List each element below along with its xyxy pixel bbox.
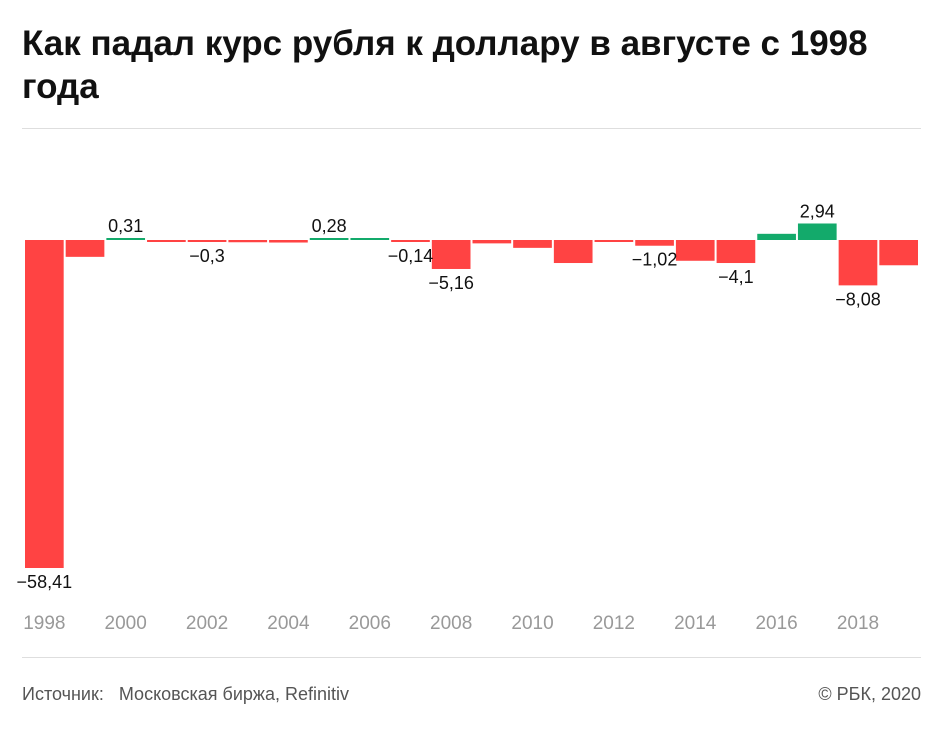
x-tick-2016: 2016 — [755, 613, 797, 634]
bar-1999 — [65, 240, 105, 257]
top-divider — [22, 128, 921, 129]
bar-2014 — [675, 240, 715, 261]
bottom-divider — [22, 657, 921, 658]
data-label-2013: −1,02 — [632, 250, 678, 270]
bar-2018 — [838, 240, 878, 286]
bar-2011 — [553, 240, 593, 264]
chart-title: Как падал курс рубля к доллару в августе… — [22, 24, 868, 106]
bar-2006 — [350, 238, 390, 240]
x-tick-2006: 2006 — [349, 613, 391, 634]
x-tick-1998: 1998 — [23, 613, 65, 634]
data-label-2008: −5,16 — [428, 273, 474, 293]
bar-2010 — [513, 240, 552, 248]
bar-2017 — [797, 223, 837, 240]
data-label-2007: −0,14 — [388, 246, 434, 266]
bar-2016 — [757, 233, 796, 240]
data-label-2018: −8,08 — [835, 289, 881, 309]
data-label-2000: 0,31 — [108, 216, 143, 236]
source-label: Источник: — [22, 684, 104, 704]
data-label-2015: −4,1 — [718, 267, 754, 287]
bar-2007 — [391, 240, 430, 242]
x-tick-2008: 2008 — [430, 613, 472, 634]
bar-2013 — [635, 240, 674, 246]
bar-2012 — [594, 240, 634, 242]
x-ticks-group: 1998 2000 2002 2004 2006 2008 2010 2012 2014 2016… — [23, 613, 879, 634]
data-label-2002: −0,3 — [189, 246, 225, 266]
x-tick-2004: 2004 — [267, 613, 310, 634]
bar-2015 — [716, 240, 756, 264]
copyright: © РБК, 2020 — [818, 684, 921, 704]
x-tick-2010: 2010 — [511, 613, 553, 634]
bar-2008 — [431, 240, 471, 269]
bar-2019 — [879, 240, 918, 266]
x-tick-2012: 2012 — [593, 613, 635, 634]
source-note: Источник: Московская биржа, Refinitiv — [22, 684, 349, 705]
data-label-1998: −58,41 — [17, 572, 73, 592]
bar-2002 — [187, 240, 227, 242]
bar-2000 — [106, 238, 146, 240]
x-tick-2018: 2018 — [837, 613, 879, 634]
x-tick-2014: 2014 — [674, 613, 717, 634]
data-label-2005: 0,28 — [312, 216, 347, 236]
bars-group — [25, 223, 918, 568]
bar-1998 — [25, 240, 64, 568]
bar-2009 — [472, 240, 512, 244]
bar-chart: −58,41 0,31 −0,3 0,28 −0,14 −5,16 −1,02 −4,1 2,9… — [17, 201, 918, 634]
source-text: Московская биржа, Refinitiv — [118, 684, 349, 704]
data-labels-group: −58,41 0,31 −0,3 0,28 −0,14 −5,16 −1,02 −4,1 2,9… — [17, 201, 881, 592]
bar-2003 — [228, 240, 268, 243]
bar-2004 — [269, 240, 308, 243]
x-tick-2002: 2002 — [186, 613, 228, 634]
bar-2005 — [309, 238, 349, 240]
x-tick-2000: 2000 — [105, 613, 147, 634]
data-label-2017: 2,94 — [800, 201, 835, 221]
bar-2001 — [147, 240, 186, 242]
